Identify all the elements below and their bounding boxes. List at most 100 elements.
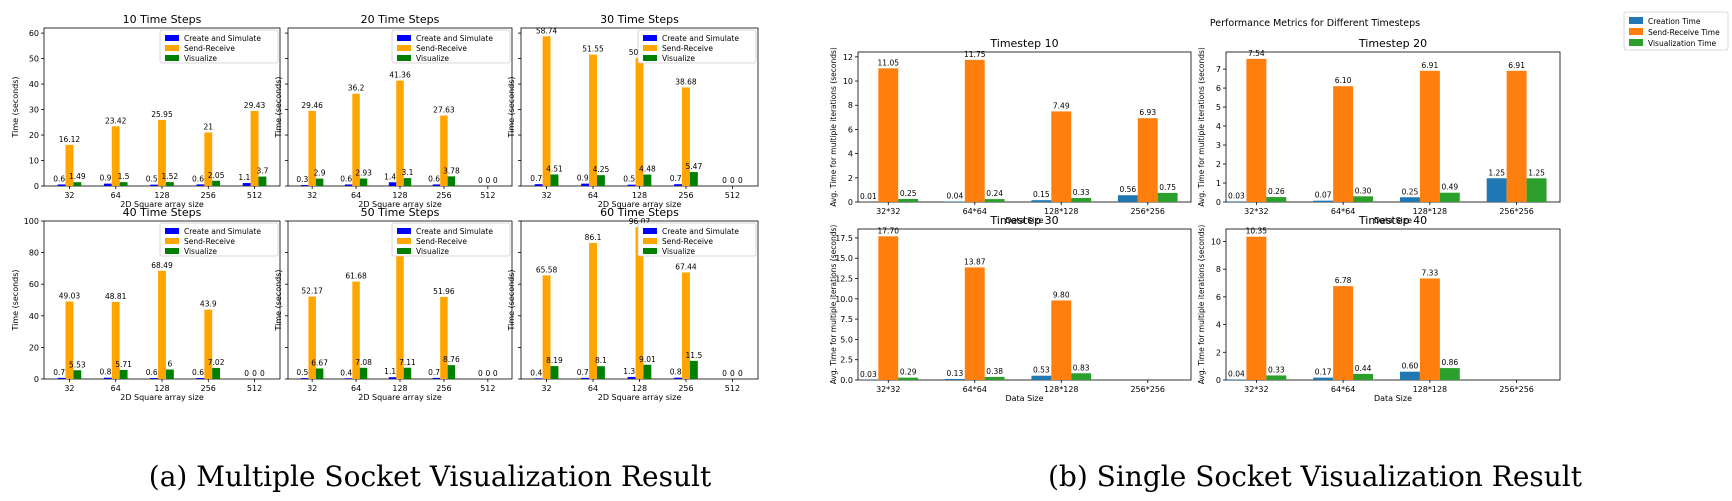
y-tick-label: 3 [1216, 141, 1221, 150]
data-label: 5.47 [686, 162, 703, 171]
data-label: 0.75 [1159, 183, 1176, 192]
data-label: 65.58 [536, 265, 558, 274]
y-tick-label: 17.5 [835, 234, 853, 243]
y-tick-label: 4 [848, 150, 853, 159]
y-axis-label: Time (seconds) [11, 76, 20, 138]
bar [1246, 236, 1267, 380]
data-label: 8.76 [443, 355, 460, 364]
legend-label: Create and Simulate [662, 227, 739, 236]
y-tick-label: 5.0 [840, 335, 853, 344]
bar [1399, 197, 1420, 202]
data-label: 0.53 [1033, 366, 1050, 375]
bar [308, 110, 316, 186]
data-label: 0.52 [623, 175, 640, 184]
x-tick-label: 256 [678, 191, 693, 200]
y-tick-label: 6 [1216, 84, 1221, 93]
bar [964, 59, 985, 203]
bar [65, 301, 74, 379]
legend-label: Create and Simulate [184, 227, 261, 236]
x-tick-label: 128 [632, 191, 647, 200]
bar [242, 183, 251, 186]
x-tick-label: 32 [307, 384, 317, 393]
panel-title: Timestep 20 [1358, 37, 1427, 50]
bar [1246, 58, 1267, 202]
y-tick-label: 8 [848, 101, 853, 110]
data-label: 0.38 [296, 175, 313, 184]
y-tick-label: 30 [29, 106, 39, 115]
x-tick-label: 512 [480, 384, 495, 393]
data-label: 29.46 [301, 101, 323, 110]
bar [898, 198, 919, 202]
y-tick-label: 40 [29, 80, 39, 89]
data-label: 0.93 [100, 174, 117, 183]
data-label: 0.26 [1268, 187, 1285, 196]
data-label: 0.63 [192, 368, 209, 377]
data-label: 4.51 [546, 165, 563, 174]
x-tick-label: 512 [247, 384, 262, 393]
data-label: 6.78 [1335, 276, 1352, 285]
legend-label: Send-Receive [662, 237, 713, 246]
legend-box [637, 29, 757, 64]
data-label: 1.31 [623, 367, 640, 376]
x-tick-label: 64 [588, 191, 598, 200]
data-label: 4.48 [639, 165, 656, 174]
bar [635, 57, 644, 187]
data-label: 0.47 [340, 368, 357, 377]
data-label: 1.46 [384, 172, 401, 181]
data-label: 0.38 [986, 367, 1003, 376]
y-axis-label: Avg. Time for multiple iterations (secon… [829, 47, 838, 207]
data-label: 1.49 [69, 172, 86, 181]
x-tick-label: 512 [247, 191, 262, 200]
x-tick-label: 32 [541, 191, 551, 200]
bar [1031, 375, 1052, 380]
data-label: 1.14 [384, 367, 401, 376]
bar [878, 236, 899, 380]
data-label: 10.35 [1246, 227, 1268, 236]
y-axis-label: Time (seconds) [274, 76, 283, 138]
data-label: 0.64 [192, 174, 209, 183]
right-legend-swatch [1629, 39, 1643, 46]
x-tick-label: 64*64 [1331, 385, 1355, 394]
x-tick-label: 32*32 [1244, 207, 1268, 216]
bar [344, 184, 353, 186]
y-tick-label: 10.0 [835, 295, 853, 304]
bar [674, 184, 683, 186]
legend-swatch [165, 228, 179, 234]
x-tick-label: 256*256 [1499, 207, 1534, 216]
caption-a: (a) Multiple Socket Visualization Result [148, 460, 712, 493]
data-label: 0.71 [670, 174, 687, 183]
bar [119, 182, 128, 186]
bar [581, 377, 590, 379]
y-tick-label: 7.5 [840, 315, 853, 324]
data-label: 0.71 [428, 368, 445, 377]
x-tick-label: 64 [588, 384, 598, 393]
bar [73, 370, 82, 379]
data-label: 21 [204, 122, 214, 131]
y-tick-label: 2.5 [840, 356, 853, 365]
bar [898, 377, 919, 380]
legend-box [391, 222, 511, 257]
y-axis-label: Time (seconds) [507, 269, 516, 331]
legend-swatch [643, 55, 657, 61]
data-label: 7.33 [1422, 268, 1439, 277]
data-label: 68.49 [151, 261, 173, 270]
legend-swatch [165, 35, 179, 41]
y-axis-label: Time (seconds) [274, 269, 283, 331]
bar [196, 184, 205, 186]
legend-swatch [643, 238, 657, 244]
bar [1506, 70, 1527, 202]
bar [57, 377, 66, 379]
data-label: 0 [478, 176, 483, 185]
data-label: 0 [493, 369, 498, 378]
data-label: 0.25 [1402, 187, 1419, 196]
y-tick-label: 50 [29, 55, 39, 64]
bar [315, 178, 324, 186]
data-label: 0.01 [860, 192, 877, 201]
data-label: 0.53 [146, 175, 163, 184]
y-tick-label: 12.5 [835, 275, 853, 284]
data-label: 49.03 [59, 292, 81, 301]
right-legend-box [1623, 11, 1729, 51]
x-tick-label: 256*256 [1499, 385, 1534, 394]
x-axis-label: Data Size [1374, 216, 1412, 225]
x-axis-label: 2D Square array size [120, 200, 204, 209]
